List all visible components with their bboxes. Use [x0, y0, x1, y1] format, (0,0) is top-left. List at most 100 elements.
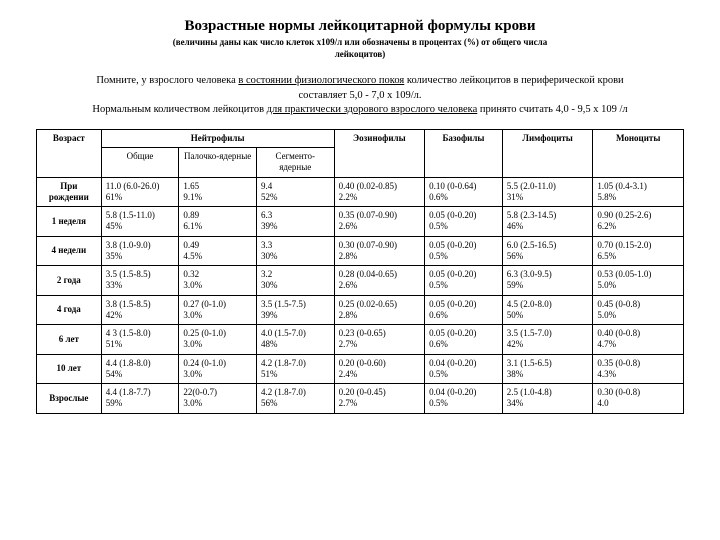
cell: 3.1 (1.5-6.5)38%	[502, 354, 593, 384]
cell-percent: 39%	[261, 310, 278, 320]
cell: 4.4 (1.8-8.0)54%	[101, 354, 179, 384]
cell-percent: 59%	[106, 398, 123, 408]
cell-value: 0.40 (0.02-0.85)	[339, 181, 398, 191]
cell: 0.04 (0-0.20)0.5%	[425, 354, 503, 384]
cell-value: 6.0 (2.5-16.5)	[507, 240, 557, 250]
cell-percent: 0.5%	[429, 280, 448, 290]
cell-percent: 6.2%	[597, 221, 616, 231]
cell: 4.0 (1.5-7.0)48%	[256, 325, 334, 355]
cell-percent: 51%	[106, 339, 123, 349]
th-neu-band: Палочко-ядерные	[179, 148, 257, 178]
cell-value: 1.65	[183, 181, 199, 191]
cell-percent: 56%	[261, 398, 278, 408]
cell-value: 5.5 (2.0-11.0)	[507, 181, 556, 191]
cell-value: 0.25 (0-1.0)	[183, 328, 226, 338]
cell-value: 3.2	[261, 269, 272, 279]
cell: 0.30 (0-0.8)4.0	[593, 384, 684, 414]
cell: 0.23 (0-0.65)2.7%	[334, 325, 425, 355]
th-mon: Моноциты	[593, 129, 684, 177]
cell: 4.2 (1.8-7.0)56%	[256, 384, 334, 414]
cell-value: 3.5 (1.5-8.5)	[106, 269, 151, 279]
th-age: Возраст	[37, 129, 102, 177]
cell-percent: 4.7%	[597, 339, 616, 349]
cell-percent: 30%	[261, 280, 278, 290]
cell: 0.70 (0.15-2.0)6.5%	[593, 236, 684, 266]
cell-percent: 4.0	[597, 398, 608, 408]
cell-percent: 2.6%	[339, 280, 358, 290]
cell-percent: 59%	[507, 280, 524, 290]
cell: 0.53 (0.05-1.0)5.0%	[593, 266, 684, 296]
cell-value: 1.05 (0.4-3.1)	[597, 181, 647, 191]
cell-percent: 5.0%	[597, 310, 616, 320]
row-label: 10 лет	[37, 354, 102, 384]
cell-percent: 3.0%	[183, 310, 202, 320]
cell-value: 4.2 (1.8-7.0)	[261, 387, 306, 397]
cell: 1.659.1%	[179, 177, 257, 207]
th-eos: Эозинофилы	[334, 129, 425, 177]
cell-value: 0.28 (0.04-0.65)	[339, 269, 398, 279]
cell-percent: 9.1%	[183, 192, 202, 202]
leukocyte-table: Возраст Нейтрофилы Эозинофилы Базофилы Л…	[36, 129, 684, 414]
cell-percent: 0.6%	[429, 310, 448, 320]
intro-p1b: количество лейкоцитов в периферической к…	[404, 75, 623, 86]
intro-p1a: Помните, у взрослого человека	[96, 75, 238, 86]
cell-percent: 3.0%	[183, 339, 202, 349]
table-row: Взрослые4.4 (1.8-7.7)59%22(0-0.7)3.0%4.2…	[37, 384, 684, 414]
cell-value: 0.35 (0.07-0.90)	[339, 210, 398, 220]
cell-value: 3.8 (1.5-8.5)	[106, 299, 151, 309]
cell-value: 0.10 (0-0.64)	[429, 181, 476, 191]
cell: 0.35 (0-0.8)4.3%	[593, 354, 684, 384]
table-row: 1 неделя5.8 (1.5-11.0)45%0.896.1%6.339%0…	[37, 207, 684, 237]
cell: 5.5 (2.0-11.0)31%	[502, 177, 593, 207]
cell: 3.5 (1.5-7.0)42%	[502, 325, 593, 355]
cell-value: 3.3	[261, 240, 272, 250]
cell: 0.45 (0-0.8)5.0%	[593, 295, 684, 325]
cell: 3.5 (1.5-8.5)33%	[101, 266, 179, 296]
cell-value: 0.25 (0.02-0.65)	[339, 299, 398, 309]
cell-percent: 5.8%	[597, 192, 616, 202]
th-bas: Базофилы	[425, 129, 503, 177]
cell: 3.8 (1.0-9.0)35%	[101, 236, 179, 266]
cell-value: 0.30 (0-0.8)	[597, 387, 640, 397]
table-row: При рождении11.0 (6.0-26.0)61%1.659.1%9.…	[37, 177, 684, 207]
cell-value: 0.32	[183, 269, 199, 279]
cell-value: 11.0 (6.0-26.0)	[106, 181, 160, 191]
cell: 0.20 (0-0.60)2.4%	[334, 354, 425, 384]
cell-value: 0.89	[183, 210, 199, 220]
cell: 4.4 (1.8-7.7)59%	[101, 384, 179, 414]
cell-percent: 42%	[507, 339, 524, 349]
cell-value: 3.8 (1.0-9.0)	[106, 240, 151, 250]
row-label: 4 года	[37, 295, 102, 325]
cell-value: 0.27 (0-1.0)	[183, 299, 226, 309]
cell: 0.40 (0.02-0.85)2.2%	[334, 177, 425, 207]
cell-percent: 4.3%	[597, 369, 616, 379]
cell-percent: 2.8%	[339, 310, 358, 320]
cell-percent: 4.5%	[183, 251, 202, 261]
cell: 5.8 (2.3-14.5)46%	[502, 207, 593, 237]
cell-value: 0.05 (0-0.20)	[429, 240, 476, 250]
cell-percent: 38%	[507, 369, 524, 379]
cell-value: 0.20 (0-0.45)	[339, 387, 386, 397]
table-body: При рождении11.0 (6.0-26.0)61%1.659.1%9.…	[37, 177, 684, 413]
cell-percent: 2.7%	[339, 339, 358, 349]
cell-percent: 33%	[106, 280, 123, 290]
cell-value: 3.5 (1.5-7.0)	[507, 328, 552, 338]
cell: 2.5 (1.0-4.8)34%	[502, 384, 593, 414]
cell: 1.05 (0.4-3.1)5.8%	[593, 177, 684, 207]
cell-value: 0.04 (0-0.20)	[429, 358, 476, 368]
row-label: 6 лет	[37, 325, 102, 355]
cell-value: 0.30 (0.07-0.90)	[339, 240, 398, 250]
cell-value: 4.5 (2.0-8.0)	[507, 299, 552, 309]
cell: 22(0-0.7)3.0%	[179, 384, 257, 414]
cell: 4.5 (2.0-8.0)50%	[502, 295, 593, 325]
cell-value: 0.70 (0.15-2.0)	[597, 240, 651, 250]
page-subtitle: (величины даны как число клеток x109/л и…	[36, 37, 684, 60]
cell-value: 0.04 (0-0.20)	[429, 387, 476, 397]
cell: 6.339%	[256, 207, 334, 237]
cell-percent: 54%	[106, 369, 123, 379]
cell-value: 0.40 (0-0.8)	[597, 328, 640, 338]
th-neu-total: Общие	[101, 148, 179, 178]
th-neutrophils: Нейтрофилы	[101, 129, 334, 147]
cell: 3.5 (1.5-7.5)39%	[256, 295, 334, 325]
cell-percent: 0.5%	[429, 398, 448, 408]
